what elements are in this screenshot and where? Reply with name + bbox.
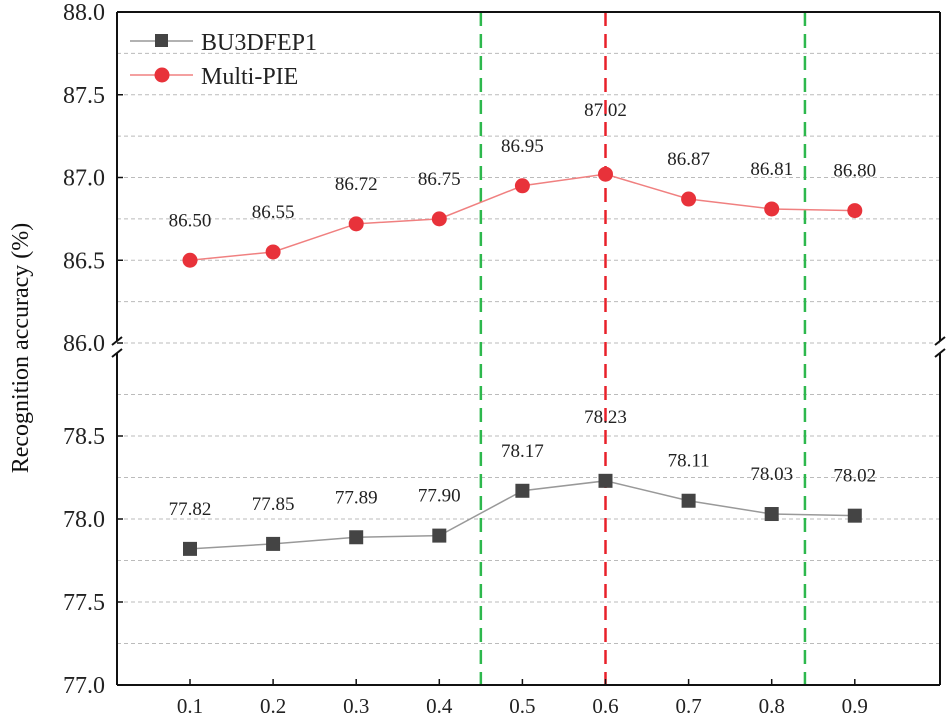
y-tick-label: 77.0	[63, 673, 105, 699]
axis-break-mark	[934, 336, 946, 346]
data-point-multi-pie	[681, 191, 697, 207]
data-label-bu3dfep1: 78.11	[668, 451, 710, 472]
x-tick-label: 0.1	[177, 694, 203, 718]
data-point-multi-pie	[431, 211, 447, 227]
legend-label-bu3dfep1: BU3DFEP1	[201, 30, 317, 56]
data-point-bu3dfep1	[847, 508, 862, 523]
y-tick-label: 87.5	[63, 83, 105, 109]
y-tick-label: 87.0	[63, 166, 105, 192]
data-label-bu3dfep1: 77.82	[169, 499, 212, 520]
data-label-multi-pie: 86.55	[252, 202, 295, 223]
legend-marker-multi-pie	[154, 67, 170, 83]
data-point-multi-pie	[182, 252, 198, 268]
data-label-bu3dfep1: 78.17	[501, 441, 544, 462]
y-axis-label: Recognition accuracy (%)	[8, 223, 34, 474]
data-point-bu3dfep1	[764, 507, 779, 522]
y-tick-label: 86.0	[63, 331, 105, 357]
data-point-bu3dfep1	[598, 473, 613, 488]
data-label-multi-pie: 86.72	[335, 174, 378, 195]
x-tick-label: 0.4	[426, 694, 453, 718]
data-point-multi-pie	[598, 166, 613, 182]
data-point-multi-pie	[265, 244, 281, 260]
legend-label-multi-pie: Multi-PIE	[201, 64, 298, 90]
data-point-bu3dfep1	[515, 483, 530, 498]
data-point-bu3dfep1	[349, 530, 364, 545]
axis-break-mark	[111, 348, 123, 358]
x-tick-label: 0.3	[343, 694, 369, 718]
data-point-bu3dfep1	[432, 528, 447, 543]
data-label-multi-pie: 86.95	[501, 136, 544, 157]
data-point-multi-pie	[764, 201, 780, 217]
data-point-bu3dfep1	[183, 541, 197, 556]
data-label-multi-pie: 87.02	[584, 100, 627, 121]
data-label-multi-pie: 86.81	[750, 159, 793, 180]
data-label-bu3dfep1: 77.90	[418, 486, 461, 507]
x-tick-label: 0.6	[592, 694, 618, 718]
y-tick-label: 78.5	[63, 424, 105, 450]
y-tick-label: 77.5	[63, 590, 105, 616]
x-tick-label: 0.7	[675, 694, 701, 718]
data-label-multi-pie: 86.87	[667, 149, 710, 170]
data-point-bu3dfep1	[681, 493, 696, 508]
data-point-multi-pie	[847, 203, 863, 219]
x-tick-label: 0.2	[260, 694, 286, 718]
y-tick-label: 86.5	[63, 248, 105, 274]
data-point-bu3dfep1	[266, 536, 281, 551]
data-label-bu3dfep1: 78.03	[750, 464, 793, 485]
data-label-bu3dfep1: 78.23	[584, 407, 627, 428]
data-label-bu3dfep1: 78.02	[833, 466, 876, 487]
y-tick-label: 78.0	[63, 507, 105, 533]
legend: BU3DFEP1 Multi-PIE	[130, 30, 317, 90]
x-tick-label: 0.9	[842, 694, 868, 718]
axis-break-mark	[111, 336, 123, 346]
axis-break-mark	[934, 348, 946, 358]
y-tick-label: 88.0	[63, 0, 105, 26]
data-point-multi-pie	[348, 216, 364, 232]
data-label-bu3dfep1: 77.85	[252, 494, 295, 515]
data-label-multi-pie: 86.80	[833, 161, 876, 182]
data-label-multi-pie: 86.50	[169, 210, 212, 231]
x-tick-label: 0.8	[759, 694, 785, 718]
data-label-multi-pie: 86.75	[418, 169, 461, 190]
data-label-bu3dfep1: 77.89	[335, 487, 378, 508]
legend-marker-bu3dfep1	[155, 34, 168, 47]
data-point-multi-pie	[514, 178, 530, 194]
x-tick-label: 0.5	[509, 694, 535, 718]
